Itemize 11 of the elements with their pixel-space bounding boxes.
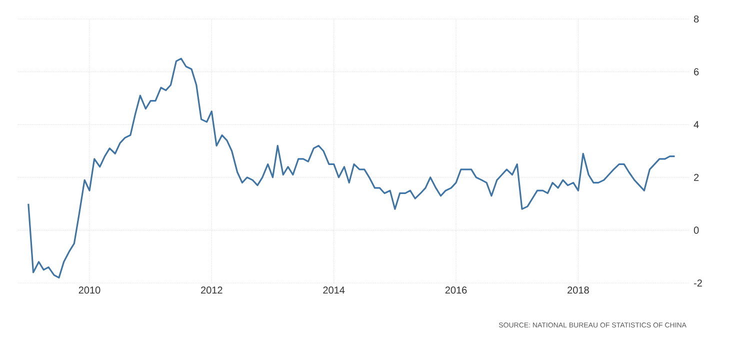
- y-tick-label: 8: [694, 15, 699, 23]
- x-tick-label: 2012: [201, 286, 222, 294]
- x-tick-label: 2010: [78, 286, 100, 294]
- x-tick-label: 2014: [323, 286, 345, 294]
- y-tick-label: 0: [694, 226, 699, 234]
- x-tick-label: 2018: [568, 286, 589, 294]
- x-tick-label: 2016: [445, 286, 467, 294]
- y-tick-label: -2: [694, 280, 702, 286]
- y-tick-label: 6: [694, 68, 699, 76]
- y-tick-label: 4: [694, 121, 699, 128]
- y-tick-label: 2: [694, 174, 699, 181]
